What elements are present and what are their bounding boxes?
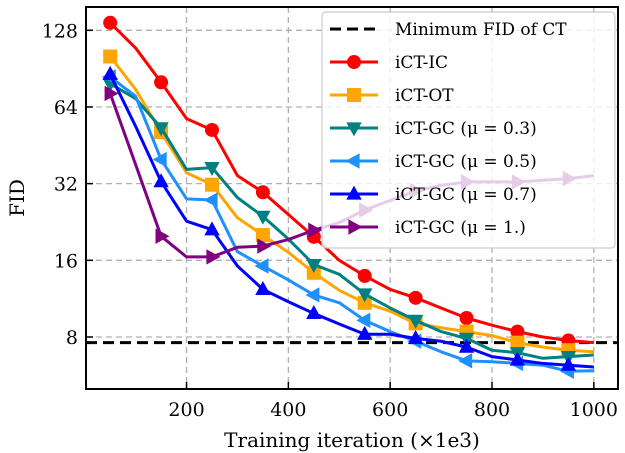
legend-label: iCT-GC (μ = 0.7) [395,185,537,205]
data-point [306,305,322,320]
data-point [458,338,475,353]
data-point [357,288,373,303]
data-point [102,65,118,80]
legend-marker [346,185,362,200]
x-tick-label: 1000 [570,399,618,421]
data-point [204,161,220,176]
data-point [255,210,271,225]
data-point [153,122,169,137]
data-point [103,15,118,30]
data-point [257,238,272,254]
x-tick-label: 200 [168,399,204,421]
data-point [458,353,473,369]
data-point [255,281,271,296]
data-point [204,221,220,236]
data-point [306,258,322,273]
legend-entry: iCT-OT [330,86,454,106]
legend-entry: iCT-GC (μ = 0.5) [330,152,537,172]
data-point [255,228,270,243]
legend-marker [346,122,362,137]
data-point [203,192,218,208]
legend-entry: iCT-IC [330,53,448,73]
legend-marker [345,153,360,169]
data-point [357,325,373,340]
plot-frame [85,6,619,390]
data-point [255,185,270,200]
data-point [103,49,118,64]
series-0 [103,15,594,348]
data-point [356,312,371,329]
x-tick-label: 600 [372,399,408,421]
data-point [305,287,320,303]
data-point [104,85,119,102]
ticks: 200 400 600 800 1000 8 16 32 64 128 [42,20,618,421]
data-point [205,177,219,192]
data-point [152,151,167,168]
legend-label: iCT-IC [395,53,448,73]
legend-label: iCT-GC (μ = 0.3) [395,119,537,139]
legend-marker [348,219,363,235]
legend-label: iCT-GC (μ = 1.) [395,218,526,238]
legend-box [321,11,616,249]
x-tick-label: 400 [270,399,306,421]
data-point [206,249,221,265]
legend-label: Minimum FID of CT [395,20,567,40]
y-tick-label: 8 [66,327,78,349]
y-tick-label: 16 [54,250,78,272]
data-point [510,335,525,350]
data-point [308,222,323,238]
data-point [357,268,372,283]
legend-marker [347,55,361,69]
legend-label: iCT-GC (μ = 0.5) [395,152,537,172]
y-axis-label: FID [5,179,29,217]
data-point [205,122,219,137]
data-point [407,314,424,329]
legend-entry: iCT-GC (μ = 0.7) [330,185,537,205]
x-tick-label: 800 [474,399,510,421]
legend-entry: iCT-GC (μ = 1.) [330,218,526,238]
data-point [459,310,474,325]
legend-label: iCT-OT [395,86,454,106]
y-tick-label: 64 [54,97,78,119]
legend-entry: iCT-GC (μ = 0.3) [330,119,537,139]
data-point [254,258,269,274]
y-tick-label: 128 [42,20,78,42]
data-point [407,329,424,344]
data-point [510,324,525,339]
legend-marker [347,88,361,102]
data-point [560,356,577,371]
data-point [154,75,169,90]
legend-entry: Minimum FID of CT [330,20,567,40]
data-point [408,290,423,305]
y-tick-label: 32 [54,174,78,196]
data-point [155,228,170,244]
data-point [357,295,372,310]
legend: Minimum FID of CT iCT-IC iCT-OT iCT-GC (μ =… [321,11,616,249]
x-axis-label: Training iteration (×1e3) [224,428,480,452]
data-point [153,173,169,188]
data-point [509,351,526,366]
series-4 [102,65,594,371]
